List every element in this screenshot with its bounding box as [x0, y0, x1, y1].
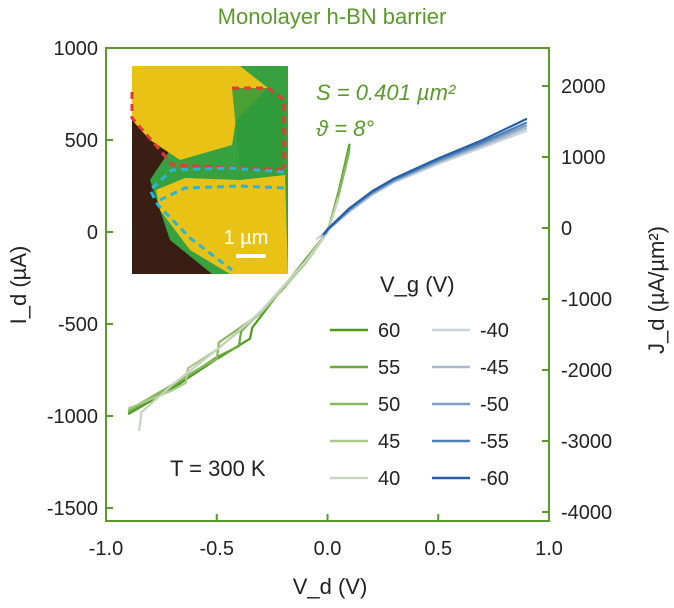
legend-label: 55 [378, 357, 400, 379]
data-series [127, 117, 528, 431]
y-left-tick-label: -500 [58, 314, 98, 336]
x-tick-label: -1.0 [89, 538, 123, 560]
legend-label: -60 [480, 468, 509, 490]
axis-ticks: -1.0 -0.5 0.0 0.5 1.010005000-500-1000-15002… [47, 38, 612, 560]
legend-label: 60 [378, 320, 400, 342]
legend-label: -40 [480, 320, 509, 342]
y-left-tick-label: 1000 [54, 38, 99, 60]
y-left-tick-label: -1500 [47, 498, 98, 520]
y-right-tick-label: -4000 [561, 502, 612, 524]
series-line--60 [322, 117, 528, 236]
y-right-tick-label: 2000 [561, 76, 606, 98]
y-right-tick-label: 1000 [561, 147, 606, 169]
y-right-tick-label: 0 [561, 218, 572, 240]
y-left-tick-label: 500 [65, 130, 98, 152]
x-tick-label: 0.5 [424, 538, 452, 560]
x-tick-label: 1.0 [535, 538, 563, 560]
legend-label: -45 [480, 357, 509, 379]
angle-annotation: ϑ = 8° [316, 116, 374, 141]
legend-label: -50 [480, 394, 509, 416]
scale-bar-label: 1 µm [224, 227, 269, 249]
legend-label: -55 [480, 431, 509, 453]
legend-label: 40 [378, 468, 400, 490]
x-tick-label: 0.0 [314, 538, 342, 560]
x-axis-title: V_d (V) [293, 574, 368, 599]
legend-label: 50 [378, 394, 400, 416]
y-left-tick-label: 0 [87, 222, 98, 244]
y-axis-title-right: J_d (µA/µm²) [644, 226, 669, 354]
chart-title: Monolayer h-BN barrier [218, 4, 447, 29]
inset-micrograph: 1 µm [130, 66, 288, 274]
series-line--45 [320, 126, 528, 239]
legend: 60 55 50 45 40 -40 -45 -50 -55 -60 [330, 320, 509, 490]
temperature-annotation: T = 300 K [170, 456, 266, 481]
y-left-tick-label: -1000 [47, 406, 98, 428]
x-tick-label: -0.5 [200, 538, 234, 560]
y-right-tick-label: -1000 [561, 289, 612, 311]
series-line-40 [138, 198, 340, 431]
legend-label: 45 [378, 431, 400, 453]
area-annotation: S = 0.401 µm² [316, 80, 456, 105]
y-axis-title-left: I_d (µA) [6, 246, 31, 325]
y-right-tick-label: -2000 [561, 360, 612, 382]
legend-title: V_g (V) [380, 272, 455, 297]
y-right-tick-label: -3000 [561, 431, 612, 453]
